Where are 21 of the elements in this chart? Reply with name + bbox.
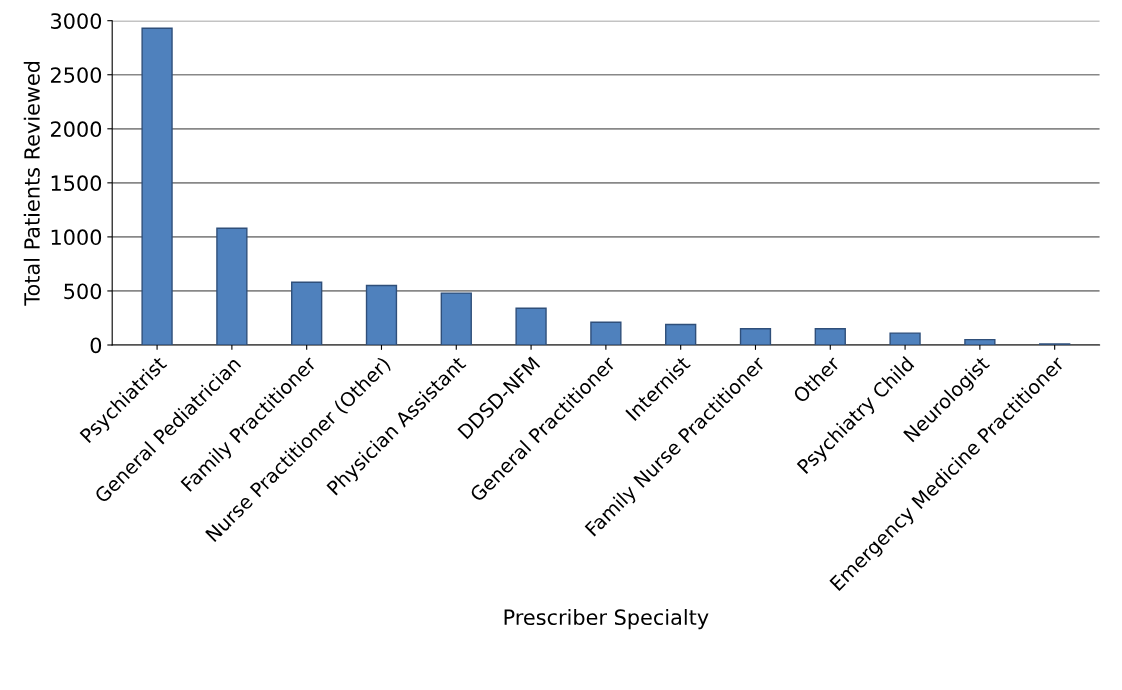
bar (216, 227, 248, 345)
x-axis-title: Prescriber Specialty (504, 608, 709, 630)
y-tick-label: 500 (64, 283, 102, 300)
y-tick-label: 2500 (50, 67, 102, 83)
bar (964, 338, 996, 345)
y-tick-label: 2000 (50, 121, 102, 138)
bar (889, 332, 921, 345)
bar (739, 328, 772, 345)
y-tick-label: 3000 (51, 13, 102, 29)
y-tick-label: 1500 (51, 175, 102, 192)
bar (365, 284, 398, 345)
y-axis-title: Total Patients Reviewed (23, 61, 40, 306)
bar (440, 292, 472, 345)
y-tick-label: 1000 (51, 229, 102, 246)
bar (291, 281, 323, 345)
bar (515, 307, 547, 345)
y-tick-label: 0 (90, 337, 102, 354)
bar (590, 321, 622, 345)
bar (141, 27, 173, 345)
bar (814, 328, 846, 345)
bar (665, 323, 697, 345)
